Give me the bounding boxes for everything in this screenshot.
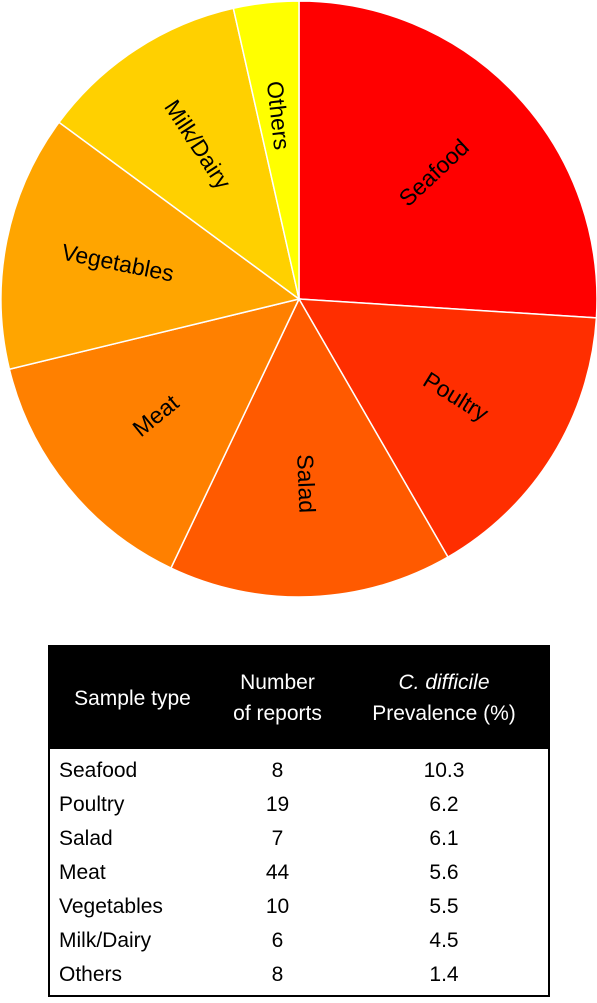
cell-sample-type: Seafood [59, 759, 138, 782]
prevalence-table: Sample type Number of reports C. diffici… [48, 645, 550, 997]
table-row: Milk/Dairy 6 4.5 [50, 924, 548, 958]
header-number-line1: Number [240, 671, 315, 694]
cell-sample-type: Poultry [59, 793, 125, 816]
cell-reports: 7 [271, 827, 284, 850]
cell-reports: 8 [271, 759, 284, 782]
cell-sample-type: Salad [59, 827, 113, 850]
pie-slice-salad [169, 297, 450, 598]
table-body: Seafood 8 10.3 Poultry 19 6.2 Salad 7 6.… [50, 749, 548, 995]
header-prevalence-line2: Prevalence (%) [372, 702, 516, 725]
pie-slice-vegetables [0, 121, 301, 371]
pie-label-salad: Salad [292, 454, 320, 514]
cell-prevalence: 6.1 [429, 827, 459, 850]
pie-slice-milk-dairy [57, 7, 301, 301]
cell-reports: 10 [265, 895, 290, 918]
table-row: Meat 44 5.6 [50, 856, 548, 890]
cell-sample-type: Meat [59, 861, 106, 884]
pie-slice-seafood [298, 0, 597, 319]
header-prevalence-line1: C. difficile [398, 671, 490, 694]
cell-reports: 44 [265, 861, 290, 884]
cell-reports: 8 [271, 963, 284, 986]
header-number-of-reports: Number of reports [215, 667, 340, 729]
cell-prevalence: 4.5 [429, 929, 459, 952]
cell-reports: 6 [271, 929, 284, 952]
header-number-line2: of reports [233, 702, 322, 725]
cell-reports: 19 [265, 793, 290, 816]
cell-sample-type: Vegetables [59, 895, 163, 918]
cell-prevalence: 5.6 [429, 861, 459, 884]
table-header: Sample type Number of reports C. diffici… [50, 647, 548, 749]
cell-sample-type: Others [59, 963, 123, 986]
table-row: Seafood 8 10.3 [50, 754, 548, 788]
table-row: Vegetables 10 5.5 [50, 890, 548, 924]
cell-prevalence: 10.3 [423, 759, 465, 782]
cell-sample-type: Milk/Dairy [59, 929, 152, 952]
pie-slice-others [232, 0, 300, 300]
cell-prevalence: 5.5 [429, 895, 459, 918]
header-prevalence: C. difficile Prevalence (%) [340, 667, 548, 729]
cell-prevalence: 6.2 [429, 793, 459, 816]
cell-prevalence: 1.4 [429, 963, 459, 986]
pie-slice-meat [8, 297, 301, 570]
table-row: Others 8 1.4 [50, 958, 548, 992]
table-row: Salad 7 6.1 [50, 822, 548, 856]
header-sample-type: Sample type [74, 686, 191, 710]
pie-slice-poultry [297, 298, 597, 559]
table-row: Poultry 19 6.2 [50, 788, 548, 822]
pie-chart: SeafoodPoultrySaladMeatVegetablesMilk/Da… [0, 0, 597, 598]
